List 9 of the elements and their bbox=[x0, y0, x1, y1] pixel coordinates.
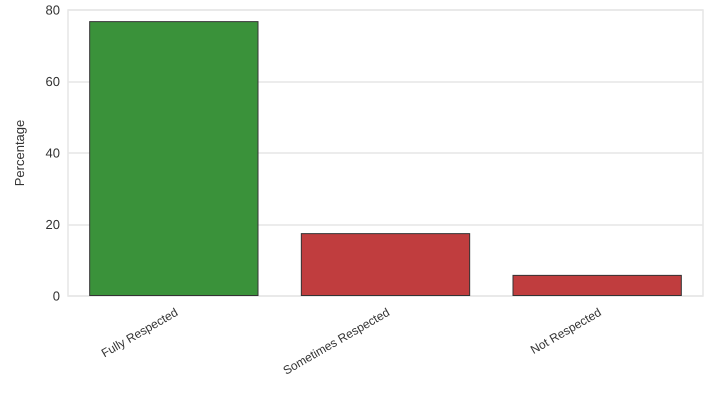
y-tick-label: 80 bbox=[46, 2, 60, 18]
y-axis-title: Percentage bbox=[12, 120, 27, 186]
y-tick-label: 0 bbox=[52, 288, 60, 304]
bar bbox=[512, 274, 682, 296]
y-tick-label: 60 bbox=[46, 74, 60, 89]
bar bbox=[300, 233, 470, 296]
y-tick-label: 40 bbox=[46, 146, 60, 160]
y-tick-label: 20 bbox=[46, 217, 60, 232]
bar bbox=[89, 21, 258, 296]
